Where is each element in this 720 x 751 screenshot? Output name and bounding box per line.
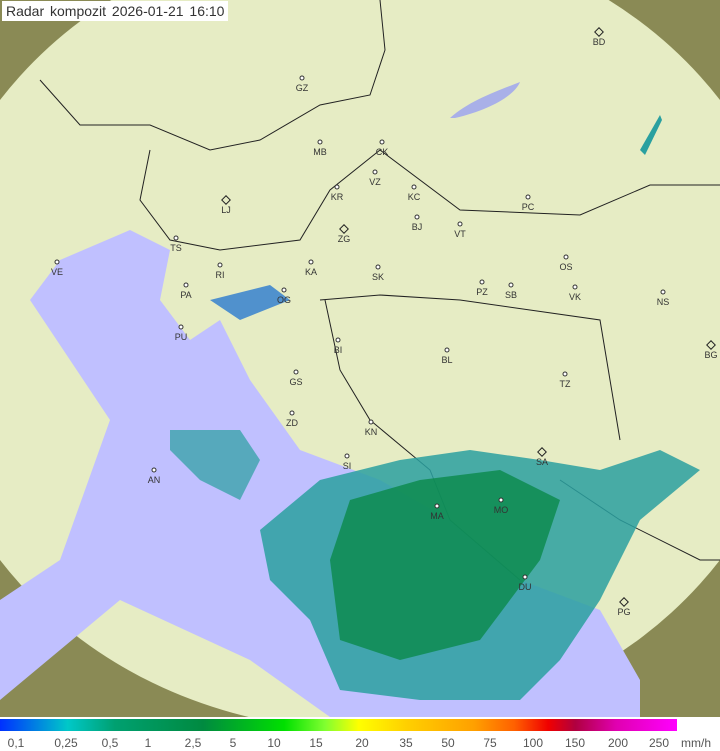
city-marker-icon <box>563 254 569 260</box>
city-label: BJ <box>411 222 423 232</box>
city-label: BD <box>592 37 606 47</box>
city-marker-icon <box>375 264 381 270</box>
city-marker-icon <box>411 184 417 190</box>
city-label: KC <box>407 192 421 202</box>
city-marker-icon <box>335 337 341 343</box>
city-label: KN <box>364 427 378 437</box>
city-marker-icon <box>344 453 350 459</box>
radar-map <box>0 0 720 717</box>
city-label: MA <box>430 511 444 521</box>
city-label: GS <box>289 377 303 387</box>
city-label: MB <box>313 147 327 157</box>
legend-tick: 200 <box>607 736 629 750</box>
city-marker-icon <box>372 169 378 175</box>
city-label: NS <box>656 297 670 307</box>
legend-tick: 20 <box>355 736 369 750</box>
legend-tick: 0,5 <box>101 736 119 750</box>
city-marker-icon <box>572 284 578 290</box>
city-label: BI <box>333 345 343 355</box>
city-marker-icon <box>217 262 223 268</box>
city-marker-icon <box>508 282 514 288</box>
city-label: OS <box>559 262 573 272</box>
city-marker-icon <box>660 289 666 295</box>
city-label: PC <box>521 202 535 212</box>
city-label: TS <box>170 243 182 253</box>
legend-tick: 0,1 <box>7 736 25 750</box>
legend-tick: 15 <box>309 736 323 750</box>
city-marker-icon <box>498 497 504 503</box>
legend-tick: 250 <box>648 736 670 750</box>
city-marker-icon <box>317 139 323 145</box>
legend-tick: 150 <box>564 736 586 750</box>
city-label: VE <box>50 267 64 277</box>
city-marker-icon <box>379 139 385 145</box>
legend-tick: 10 <box>267 736 281 750</box>
precipitation-echoes <box>170 115 700 700</box>
city-marker-icon <box>308 259 314 265</box>
city-marker-icon <box>414 214 420 220</box>
city-label: BL <box>441 355 453 365</box>
map-title: Radar kompozit 2026-01-21 16:10 <box>2 1 229 21</box>
legend-unit: mm/h <box>681 736 711 750</box>
city-label: SB <box>504 290 518 300</box>
legend-tick: 5 <box>229 736 237 750</box>
city-label: PG <box>617 607 631 617</box>
city-marker-icon <box>299 75 305 81</box>
city-label: OG <box>276 295 292 305</box>
city-label: GZ <box>295 83 309 93</box>
city-marker-icon <box>178 324 184 330</box>
legend-tick: 75 <box>483 736 497 750</box>
city-label: SK <box>371 272 385 282</box>
city-marker-icon <box>434 503 440 509</box>
legend-tick: 0,25 <box>54 736 78 750</box>
city-label: PZ <box>476 287 488 297</box>
legend-tick: 1 <box>144 736 152 750</box>
legend-tick: 50 <box>441 736 455 750</box>
legend-tick: 100 <box>522 736 544 750</box>
city-label: SI <box>342 461 352 471</box>
city-marker-icon <box>444 347 450 353</box>
city-label: VT <box>454 229 466 239</box>
city-marker-icon <box>334 184 340 190</box>
city-marker-icon <box>173 235 179 241</box>
city-label: AN <box>147 475 161 485</box>
city-label: VZ <box>369 177 381 187</box>
city-marker-icon <box>368 419 374 425</box>
city-label: VK <box>568 292 582 302</box>
city-marker-icon <box>479 279 485 285</box>
city-label: SA <box>535 457 549 467</box>
legend-tick: 2,5 <box>184 736 202 750</box>
city-label: PA <box>180 290 192 300</box>
city-marker-icon <box>151 467 157 473</box>
city-marker-icon <box>525 194 531 200</box>
city-label: ZD <box>286 418 298 428</box>
city-label: LJ <box>221 205 231 215</box>
city-label: DU <box>518 582 532 592</box>
city-label: KR <box>330 192 344 202</box>
city-marker-icon <box>562 371 568 377</box>
city-label: BG <box>704 350 718 360</box>
lake-balaton <box>450 82 520 118</box>
city-marker-icon <box>289 410 295 416</box>
city-marker-icon <box>54 259 60 265</box>
precipitation-color-scale <box>0 719 677 731</box>
city-label: KA <box>304 267 318 277</box>
city-marker-icon <box>457 221 463 227</box>
city-label: MO <box>493 505 509 515</box>
city-marker-icon <box>522 574 528 580</box>
city-label: RI <box>215 270 225 280</box>
city-marker-icon <box>293 369 299 375</box>
legend-tick: 35 <box>399 736 413 750</box>
city-label: ZG <box>337 234 351 244</box>
city-label: PU <box>174 332 188 342</box>
city-marker-icon <box>281 287 287 293</box>
city-label: TZ <box>559 379 571 389</box>
city-label: CK <box>375 147 389 157</box>
city-marker-icon <box>183 282 189 288</box>
